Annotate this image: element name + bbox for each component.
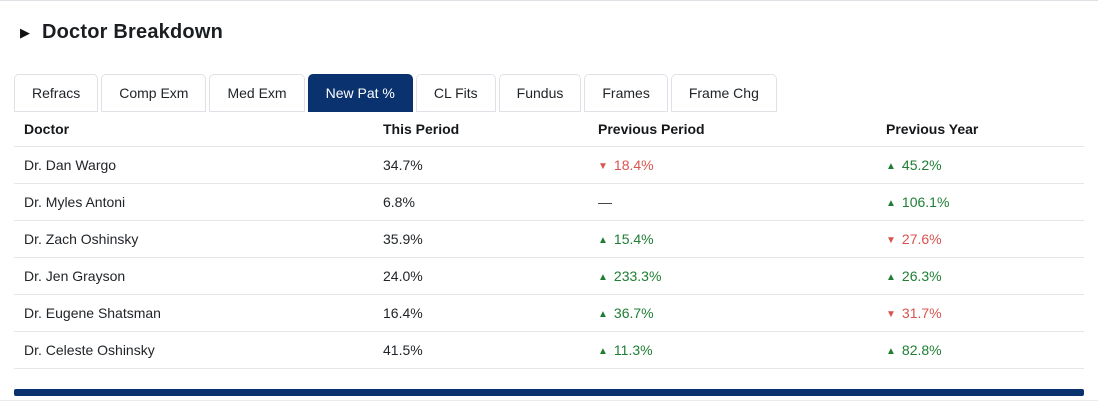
doctor-name: Dr. Jen Grayson [14,257,373,295]
previous-period-cell: ▲ 233.3% [588,257,876,295]
tab-bar: Refracs Comp Exm Med Exm New Pat % CL Fits Fu… [14,74,1084,112]
doctor-breakdown-table: Doctor This Period Previous Period Previous… [14,112,1084,369]
previous-period-cell: ▲ 11.3% [588,331,876,369]
trend-value: 36.7% [613,305,654,321]
tab-fundus[interactable]: Fundus [498,74,582,112]
tab-new-pat[interactable]: New Pat % [307,74,413,112]
table-row: Dr. Zach Oshinsky 35.9% ▲ 15.4% ▼ 27.6% [14,220,1084,258]
table-row: Dr. Myles Antoni 6.8% — ▲ 106.1% [14,183,1084,221]
table-header-row: Doctor This Period Previous Period Previous… [14,112,1084,147]
table-row: Dr. Celeste Oshinsky 41.5% ▲ 11.3% ▲ 82.8% [14,331,1084,369]
previous-year-cell: ▲ 106.1% [876,183,1084,221]
doctor-breakdown-panel: ▶ Doctor Breakdown Refracs Comp Exm Med Ex… [14,1,1084,399]
previous-year-cell: ▲ 26.3% [876,257,1084,295]
tab-comp-exm[interactable]: Comp Exm [101,74,207,112]
tab-frame-chg[interactable]: Frame Chg [670,74,777,112]
trend-value: 18.4% [613,157,654,173]
trend-up-icon: ▲ [598,235,608,246]
panel-title: Doctor Breakdown [42,21,224,43]
doctor-name: Dr. Dan Wargo [14,146,373,184]
collapsed-section-bar[interactable] [14,389,1084,396]
trend-up-icon: ▲ [598,309,608,320]
doctor-name: Dr. Eugene Shatsman [14,294,373,332]
table-row: Dr. Eugene Shatsman 16.4% ▲ 36.7% ▼ 31.7% [14,294,1084,332]
trend-up-icon: ▲ [598,346,608,357]
previous-year-cell: ▼ 31.7% [876,294,1084,332]
previous-period-cell: ▲ 15.4% [588,220,876,258]
previous-period-cell: ▲ 36.7% [588,294,876,332]
this-period-value: 35.9% [373,220,588,258]
trend-value: 15.4% [613,231,654,247]
trend-value: 233.3% [613,268,662,284]
panel-header[interactable]: ▶ Doctor Breakdown [14,1,1084,44]
column-header-doctor: Doctor [14,112,373,147]
collapse-triangle-icon[interactable]: ▶ [20,25,30,40]
trend-down-icon: ▼ [886,235,896,246]
trend-value: 106.1% [901,194,950,210]
trend-value: 82.8% [901,342,942,358]
column-header-previous-period: Previous Period [588,112,876,147]
doctor-name: Dr. Myles Antoni [14,183,373,221]
trend-up-icon: ▲ [886,198,896,209]
trend-up-icon: ▲ [886,346,896,357]
trend-down-icon: ▼ [598,161,608,172]
this-period-value: 41.5% [373,331,588,369]
doctor-name: Dr. Zach Oshinsky [14,220,373,258]
table-head: Doctor This Period Previous Period Previous… [14,112,1084,147]
tab-frames[interactable]: Frames [584,74,668,112]
tab-refracs[interactable]: Refracs [14,74,99,112]
column-header-this-period: This Period [373,112,588,147]
trend-value: 11.3% [613,342,653,358]
previous-period-cell: ▼ 18.4% [588,146,876,184]
trend-up-icon: ▲ [598,272,608,283]
table-row: Dr. Jen Grayson 24.0% ▲ 233.3% ▲ 26.3% [14,257,1084,295]
tab-cl-fits[interactable]: CL Fits [415,74,496,112]
trend-down-icon: ▼ [886,309,896,320]
trend-value: 27.6% [901,231,942,247]
this-period-value: 34.7% [373,146,588,184]
this-period-value: 24.0% [373,257,588,295]
trend-value: 31.7% [901,305,942,321]
trend-up-icon: ▲ [886,161,896,172]
no-change-dash: — [598,194,612,210]
table-row: Dr. Dan Wargo 34.7% ▼ 18.4% ▲ 45.2% [14,146,1084,184]
trend-value: 45.2% [901,157,942,173]
previous-year-cell: ▲ 45.2% [876,146,1084,184]
this-period-value: 6.8% [373,183,588,221]
previous-year-cell: ▼ 27.6% [876,220,1084,258]
doctor-name: Dr. Celeste Oshinsky [14,331,373,369]
this-period-value: 16.4% [373,294,588,332]
previous-period-cell: — [588,183,876,221]
column-header-previous-year: Previous Year [876,112,1084,147]
trend-up-icon: ▲ [886,272,896,283]
previous-year-cell: ▲ 82.8% [876,331,1084,369]
table-body: Dr. Dan Wargo 34.7% ▼ 18.4% ▲ 45.2% Dr. Myles … [14,146,1084,369]
tab-med-exm[interactable]: Med Exm [209,74,305,112]
trend-value: 26.3% [901,268,942,284]
